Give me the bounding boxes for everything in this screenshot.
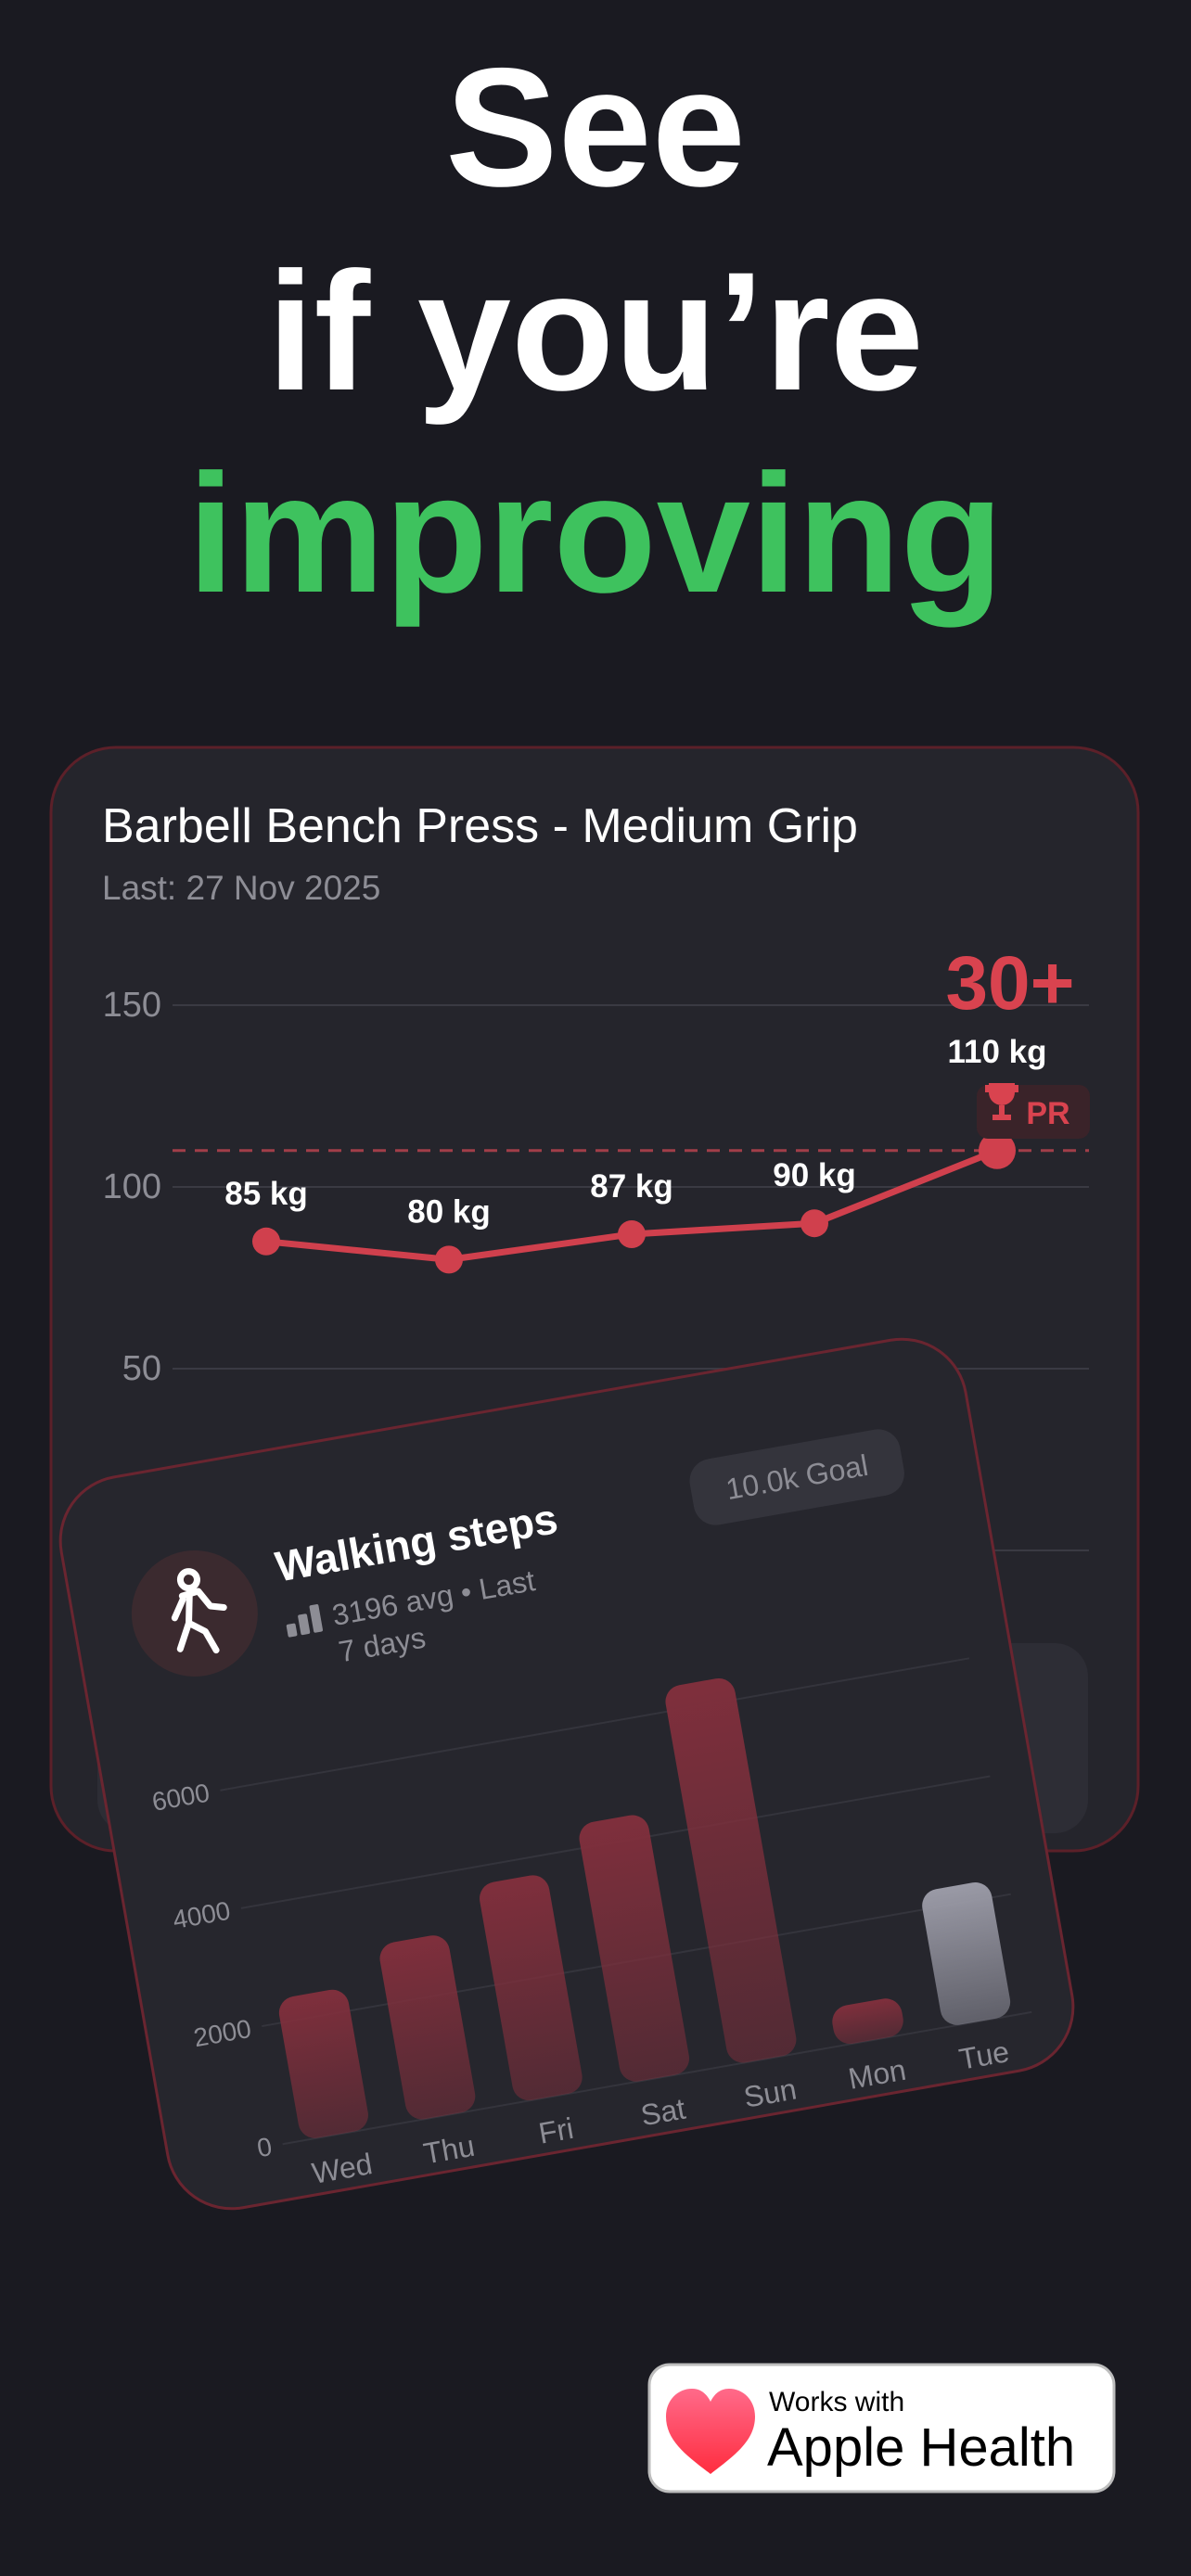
y-tick-label: 150 bbox=[103, 986, 161, 1025]
point bbox=[252, 1227, 280, 1256]
point bbox=[800, 1209, 828, 1238]
badge-line2: Apple Health bbox=[767, 2417, 1075, 2478]
card-background bbox=[58, 1337, 1075, 2211]
bar bbox=[379, 1935, 476, 2120]
goal-pill bbox=[689, 1429, 904, 1525]
card-subtitle: Last: 27 Nov 2025 bbox=[102, 869, 380, 907]
value-label: 110 kg bbox=[947, 1034, 1046, 1070]
value-label: 80 kg bbox=[407, 1193, 491, 1230]
headline: if you’re bbox=[267, 236, 924, 426]
bar bbox=[665, 1677, 797, 2063]
value-label: 85 kg bbox=[224, 1176, 308, 1212]
bar bbox=[832, 1998, 903, 2045]
trophy-icon bbox=[985, 1083, 1018, 1120]
bar bbox=[278, 1989, 368, 2138]
bar bbox=[480, 1875, 583, 2101]
point bbox=[435, 1245, 463, 1274]
icon-background bbox=[131, 1550, 258, 1677]
y-tick-label: 50 bbox=[122, 1349, 161, 1388]
bar bbox=[922, 1882, 1011, 2025]
pr-count: 30+ bbox=[945, 941, 1074, 1026]
bars-icon bbox=[286, 1623, 298, 1638]
badge-line1: Works with bbox=[769, 2387, 904, 2417]
walk-icon bbox=[171, 1568, 227, 1654]
point bbox=[979, 1131, 1016, 1169]
bars-icon bbox=[298, 1613, 311, 1636]
value-label: 90 kg bbox=[773, 1157, 856, 1193]
x-tick-label: Sat bbox=[638, 2092, 688, 2133]
pr-label: PR bbox=[1026, 1096, 1069, 1131]
card-title: Barbell Bench Press - Medium Grip bbox=[102, 799, 858, 853]
point bbox=[618, 1219, 646, 1248]
badge-background bbox=[647, 2363, 1116, 2493]
y-tick-label: 0 bbox=[255, 2132, 275, 2162]
value-label: 87 kg bbox=[590, 1168, 673, 1205]
y-tick-label: 100 bbox=[103, 1167, 161, 1206]
grid-line bbox=[220, 1657, 970, 1792]
headline: See bbox=[445, 32, 746, 222]
bar bbox=[579, 1815, 690, 2082]
heart-icon bbox=[666, 2389, 755, 2474]
x-tick-label: Fri bbox=[536, 2111, 576, 2150]
bars-icon bbox=[309, 1604, 323, 1633]
headline-accent: improving bbox=[187, 439, 1004, 628]
